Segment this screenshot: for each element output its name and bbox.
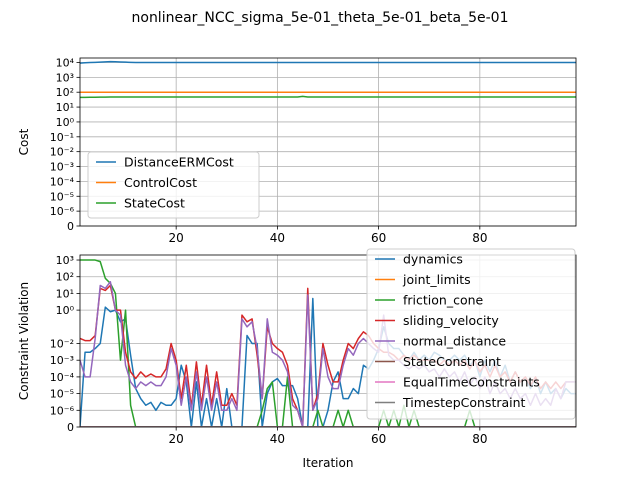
x-tick-label: 60	[371, 432, 386, 446]
y-tick-label: 10⁻²	[50, 338, 74, 351]
x-tick-label: 40	[270, 432, 285, 446]
y-tick-label: 10⁰	[56, 304, 75, 317]
y-tick-label: 10⁻¹	[50, 131, 74, 144]
legend-label: DistanceERMCost	[124, 155, 234, 170]
legend-label: joint_limits	[402, 272, 471, 287]
y-tick-label: 10⁴	[56, 56, 75, 69]
legend-label: friction_cone	[403, 293, 484, 308]
axes-frame	[79, 57, 577, 227]
y-tick-label: 10³	[56, 254, 74, 267]
legend: DistanceERMCost ControlCost StateCost	[87, 151, 260, 219]
x-tick-label: 80	[472, 231, 487, 245]
axes-frame	[79, 254, 577, 428]
legend-label: sliding_velocity	[403, 313, 499, 328]
legend-label: normal_distance	[403, 334, 506, 349]
series-line-StateCost	[80, 95, 576, 99]
series-line-DistanceERMCost	[80, 60, 576, 64]
x-axis-label: Iteration	[303, 456, 354, 470]
y-tick-label: 10⁻³	[50, 161, 74, 174]
legend: dynamics joint_limits friction_conesliding…	[366, 248, 576, 420]
y-tick-label: 10⁻⁴	[50, 371, 75, 384]
y-tick-label: 10²	[56, 86, 74, 99]
legend-label: StateCost	[124, 196, 185, 211]
y-tick-label: 10⁻⁶	[50, 205, 75, 218]
legend-label: TimestepConstraint	[402, 395, 526, 410]
legend-label: ControlCost	[124, 175, 197, 190]
panels: 010⁻⁶10⁻⁵10⁻⁴10⁻³10⁻²10⁻¹10⁰10¹10²10³10⁴…	[17, 56, 577, 470]
legend-label: StateConstraint	[403, 354, 501, 369]
y-tick-label: 10⁻²	[50, 146, 74, 159]
y-tick-label: 10⁻⁵	[50, 190, 74, 203]
legend-box	[87, 151, 260, 219]
legend-label: dynamics	[403, 252, 463, 267]
series-group	[80, 60, 576, 99]
y-tick-label: 0	[67, 421, 74, 434]
legend-box	[366, 248, 576, 420]
x-tick-label: 60	[371, 231, 386, 245]
y-tick-label: 10²	[56, 271, 74, 284]
y-tick-label: 10⁻³	[50, 354, 74, 367]
y-axis-label: Cost	[17, 128, 31, 155]
y-tick-label: 10³	[56, 71, 74, 84]
x-tick-label: 20	[169, 231, 184, 245]
y-tick-label: 10⁻⁶	[50, 404, 75, 417]
y-tick-label: 10⁰	[56, 116, 75, 129]
chart-panel-2: 0 10⁻⁶ 10⁻⁵ 10⁻⁴ 10⁻³ 10⁻² 10⁰ 10¹ 10² 10³ 20 40 60 8…	[17, 248, 577, 470]
y-axis-label: Constraint Violation	[17, 282, 31, 400]
x-tick-label: 80	[472, 432, 487, 446]
legend-label: EqualTimeConstraints	[403, 375, 540, 390]
y-tick-label: 10⁻⁵	[50, 388, 74, 401]
figure-title: nonlinear_NCC_sigma_5e-01_theta_5e-01_be…	[132, 10, 509, 26]
y-tick-label: 10¹	[56, 101, 74, 114]
x-tick-label: 40	[270, 231, 285, 245]
y-tick-label: 0	[67, 220, 74, 233]
x-tick-label: 20	[169, 432, 184, 446]
y-tick-label: 10⁻⁴	[50, 175, 75, 188]
chart-panel-1: 0 10⁻⁶ 10⁻⁵ 10⁻⁴10⁻³ 10⁻² 10⁻¹ 10⁰ 10¹ 10² 10³ 10⁴…	[17, 56, 577, 245]
y-tick-label: 10¹	[56, 287, 74, 300]
